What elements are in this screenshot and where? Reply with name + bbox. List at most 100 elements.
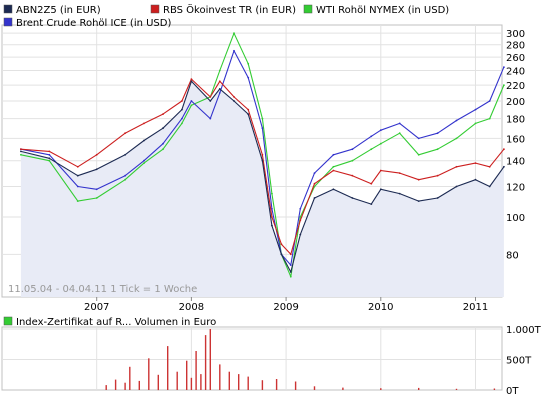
point-rbs-koinvest-tr-in-eur-6 [162,113,164,115]
point-abn2z5-in-eur-14 [271,224,273,227]
point-wti-roh-l-nymex-in-usd-23 [398,132,401,135]
volume-tick-1-000t: 1.000T [506,325,542,336]
point-rbs-koinvest-tr-in-eur-2 [76,165,79,168]
point-brent-crude-roh-l-ice-in-usd-19 [332,153,335,156]
price-x-axis: 2007 2008 2009 2010 2011 [84,297,488,313]
point-brent-crude-roh-l-ice-in-usd-10 [218,92,221,94]
point-abn2z5-in-eur-24 [417,200,420,203]
point-brent-crude-roh-l-ice-in-usd-1 [48,153,51,156]
volume-bar-19 [261,380,264,390]
point-abn2z5-in-eur-7 [181,108,183,111]
point-brent-crude-roh-l-ice-in-usd-3 [95,188,98,191]
point-wti-roh-l-nymex-in-usd-10 [218,69,221,72]
point-abn2z5-in-eur-5 [143,139,145,142]
legend-swatch-abn2z5-in-eur [3,4,13,14]
legend-swatch-brent-crude-roh-l-ice-in-usd [3,17,13,27]
point-wti-roh-l-nymex-in-usd-21 [370,148,373,151]
legend-swatch-wti-roh-l-nymex-in-usd [303,4,313,14]
point-abn2z5-in-eur-9 [209,100,212,102]
y-tick-180: 180 [506,115,525,126]
volume-tick-500t: 500T [506,356,532,367]
point-abn2z5-in-eur-19 [332,188,335,191]
point-rbs-koinvest-tr-in-eur-14 [271,216,273,218]
volume-bar-22 [313,386,316,390]
volume-bar-14 [209,329,211,390]
date-range-note: 11.05.04 - 04.04.11 1 Tick = 1 Woche [8,284,197,295]
point-wti-roh-l-nymex-in-usd-28 [488,117,491,120]
y-tick-120: 120 [506,182,525,193]
point-abn2z5-in-eur-20 [351,197,354,199]
legend-label-rbs-koinvest-tr-in-eur: RBS Ökoinvest TR (in EUR) [163,3,296,16]
point-abn2z5-in-eur-25 [436,197,439,199]
y-tick-280: 280 [506,41,525,52]
point-wti-roh-l-nymex-in-usd-0 [20,153,22,156]
point-rbs-koinvest-tr-in-eur-0 [20,148,22,151]
point-rbs-koinvest-tr-in-eur-21 [370,182,373,185]
point-brent-crude-roh-l-ice-in-usd-7 [181,117,183,120]
point-brent-crude-roh-l-ice-in-usd-22 [379,129,382,132]
volume-bar-21 [294,381,297,390]
point-abn2z5-in-eur-6 [162,127,164,130]
point-brent-crude-roh-l-ice-in-usd-24 [417,137,420,140]
volume-bars [105,329,496,391]
x-tick-2011: 2011 [463,302,488,313]
volume-bar-18 [247,376,249,390]
point-rbs-koinvest-tr-in-eur-15 [280,243,283,246]
point-wti-roh-l-nymex-in-usd-19 [332,165,335,168]
y-tick-160: 160 [506,134,525,145]
point-wti-roh-l-nymex-in-usd-6 [162,148,164,151]
volume-bar-11 [195,351,197,390]
series-line-rbs-koinvest-tr-in-eur [20,78,505,255]
point-wti-roh-l-nymex-in-usd-8 [190,104,193,107]
point-brent-crude-roh-l-ice-in-usd-28 [488,100,491,102]
volume-bar-27 [493,388,496,390]
volume-bar-3 [129,366,131,390]
point-abn2z5-in-eur-15 [280,253,283,256]
point-rbs-koinvest-tr-in-eur-29 [503,148,505,151]
point-abn2z5-in-eur-23 [398,192,401,195]
x-tick-2008: 2008 [179,302,204,313]
point-wti-roh-l-nymex-in-usd-16 [289,275,292,278]
volume-bar-12 [200,374,202,390]
point-rbs-koinvest-tr-in-eur-10 [218,80,221,83]
point-rbs-koinvest-tr-in-eur-5 [143,122,145,125]
point-brent-crude-roh-l-ice-in-usd-5 [143,159,145,162]
point-rbs-koinvest-tr-in-eur-25 [436,174,439,177]
point-rbs-koinvest-tr-in-eur-26 [455,165,458,168]
y-tick-200: 200 [506,97,525,108]
volume-bar-23 [342,387,344,390]
point-abn2z5-in-eur-11 [233,100,235,102]
point-abn2z5-in-eur-13 [261,159,264,162]
y-tick-220: 220 [506,81,525,92]
volume-bar-26 [455,388,458,390]
point-brent-crude-roh-l-ice-in-usd-8 [190,100,193,102]
point-brent-crude-roh-l-ice-in-usd-21 [370,135,373,138]
point-brent-crude-roh-l-ice-in-usd-9 [209,117,212,120]
point-abn2z5-in-eur-2 [76,174,79,177]
volume-bar-10 [190,377,193,390]
point-rbs-koinvest-tr-in-eur-27 [474,162,477,165]
legend-swatch-rbs-koinvest-tr-in-eur [150,4,160,14]
point-rbs-koinvest-tr-in-eur-11 [233,96,235,98]
point-brent-crude-roh-l-ice-in-usd-16 [289,264,292,266]
y-tick-140: 140 [506,157,525,168]
point-wti-roh-l-nymex-in-usd-13 [261,117,264,120]
point-brent-crude-roh-l-ice-in-usd-12 [247,76,250,79]
point-brent-crude-roh-l-ice-in-usd-14 [271,207,273,210]
point-brent-crude-roh-l-ice-in-usd-25 [436,132,439,135]
point-rbs-koinvest-tr-in-eur-19 [332,169,335,172]
volume-legend-swatch [3,316,13,326]
volume-bar-6 [157,374,159,391]
point-brent-crude-roh-l-ice-in-usd-6 [162,142,164,145]
volume-tick-0t: 0T [506,386,519,397]
point-abn2z5-in-eur-21 [370,203,373,206]
point-wti-roh-l-nymex-in-usd-27 [474,122,477,125]
point-rbs-koinvest-tr-in-eur-20 [351,174,354,177]
volume-bar-13 [204,335,207,390]
point-rbs-koinvest-tr-in-eur-22 [379,169,382,172]
volume-bar-8 [176,371,178,390]
point-wti-roh-l-nymex-in-usd-12 [247,62,250,65]
point-abn2z5-in-eur-27 [474,178,477,181]
point-abn2z5-in-eur-4 [124,153,126,156]
